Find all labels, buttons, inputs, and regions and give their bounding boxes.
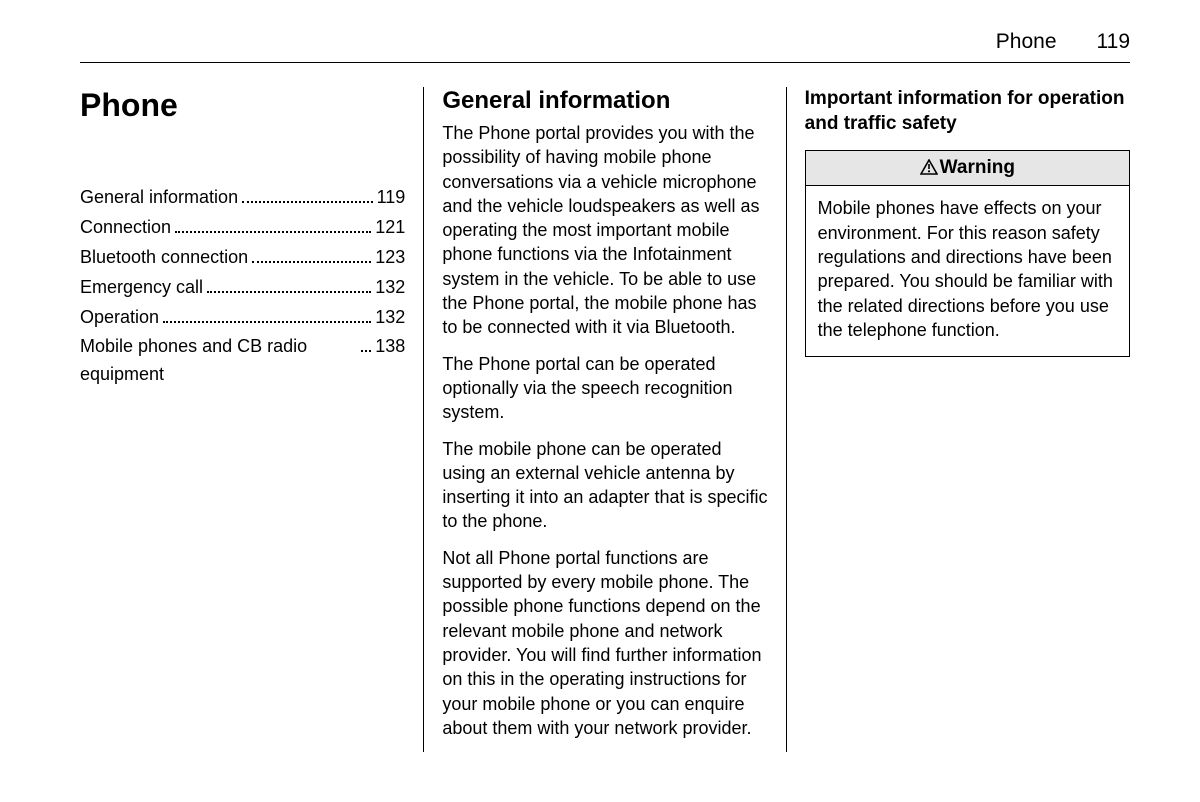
toc-entry: Emergency call 132 bbox=[80, 274, 405, 302]
body-paragraph: Not all Phone portal functions are suppo… bbox=[442, 546, 767, 740]
toc-leader-dots bbox=[163, 321, 371, 323]
warning-box: Warning Mobile phones have effects on yo… bbox=[805, 150, 1130, 357]
column-toc: Phone General information 119 Connection… bbox=[80, 87, 423, 752]
column-warning: Important information for operation and … bbox=[786, 87, 1130, 752]
toc-entry: General information 119 bbox=[80, 184, 405, 212]
toc-page-ref: 132 bbox=[375, 304, 405, 332]
page-header: Phone 119 bbox=[80, 30, 1130, 63]
content-columns: Phone General information 119 Connection… bbox=[80, 87, 1130, 752]
toc-page-ref: 132 bbox=[375, 274, 405, 302]
header-section-name: Phone bbox=[996, 30, 1057, 54]
toc-label: Connection bbox=[80, 214, 171, 242]
toc-label: General information bbox=[80, 184, 238, 212]
toc-leader-dots bbox=[242, 201, 373, 203]
toc-leader-dots bbox=[252, 261, 371, 263]
body-paragraph: The mobile phone can be operated using a… bbox=[442, 437, 767, 534]
safety-subheading: Important information for operation and … bbox=[805, 87, 1130, 136]
toc-page-ref: 138 bbox=[375, 333, 405, 361]
toc-entry: Operation 132 bbox=[80, 304, 405, 332]
toc-leader-dots bbox=[175, 231, 371, 233]
chapter-title: Phone bbox=[80, 87, 405, 124]
toc-entry: Connection 121 bbox=[80, 214, 405, 242]
toc-leader-dots bbox=[207, 291, 371, 293]
toc-page-ref: 123 bbox=[375, 244, 405, 272]
manual-page: Phone 119 Phone General information 119 … bbox=[0, 0, 1200, 792]
toc-entry: Mobile phones and CB radio equipment 138 bbox=[80, 333, 405, 389]
header-page-number: 119 bbox=[1097, 30, 1130, 54]
warning-triangle-icon bbox=[920, 159, 938, 178]
toc-label: Operation bbox=[80, 304, 159, 332]
warning-header: Warning bbox=[806, 151, 1129, 186]
body-paragraph: The Phone portal provides you with the p… bbox=[442, 121, 767, 340]
toc-leader-dots bbox=[361, 350, 371, 352]
warning-label: Warning bbox=[940, 157, 1015, 179]
warning-body-text: Mobile phones have effects on your envir… bbox=[806, 186, 1129, 356]
toc-entry: Bluetooth connection 123 bbox=[80, 244, 405, 272]
toc-page-ref: 119 bbox=[377, 184, 406, 212]
column-body: General information The Phone portal pro… bbox=[423, 87, 785, 752]
toc-label: Bluetooth connection bbox=[80, 244, 248, 272]
body-paragraph: The Phone portal can be operated optiona… bbox=[442, 352, 767, 425]
section-heading: General information bbox=[442, 87, 767, 115]
toc-label: Emergency call bbox=[80, 274, 203, 302]
toc-page-ref: 121 bbox=[375, 214, 405, 242]
toc-label: Mobile phones and CB radio equipment bbox=[80, 333, 357, 389]
